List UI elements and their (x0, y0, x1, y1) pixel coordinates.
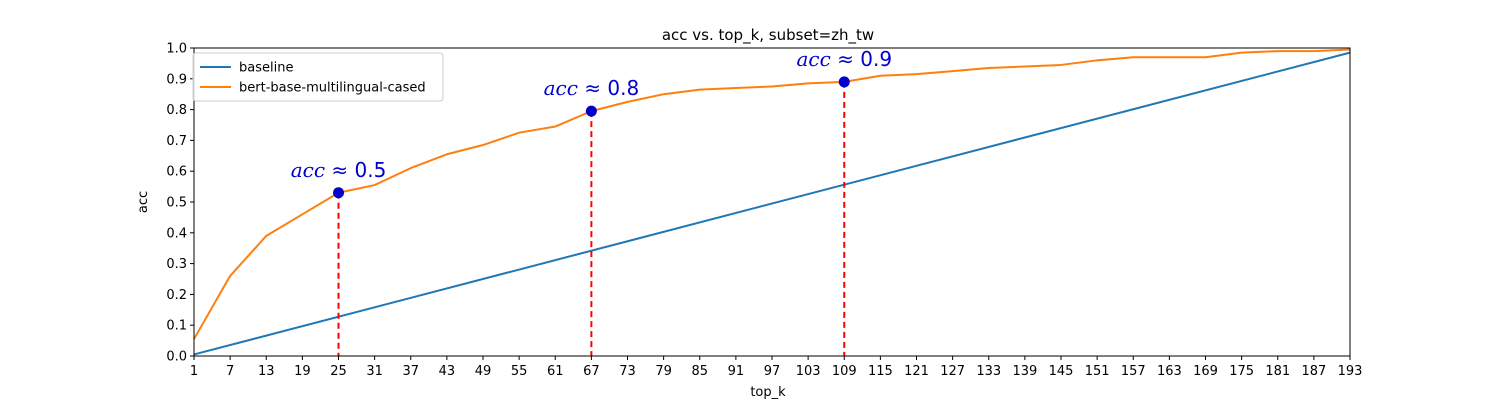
x-tick-label: 91 (728, 364, 745, 379)
x-tick-label: 133 (976, 364, 1001, 379)
y-tick-label: 0.0 (166, 350, 187, 365)
x-tick-label: 163 (1157, 364, 1182, 379)
x-tick-label: 151 (1085, 364, 1110, 379)
x-tick-label: 31 (366, 364, 383, 379)
x-tick-label: 37 (402, 364, 419, 379)
x-tick-label: 25 (330, 364, 347, 379)
y-tick-label: 0.6 (166, 165, 187, 180)
x-tick-label: 97 (764, 364, 781, 379)
annotation-variable: acc (796, 47, 830, 71)
x-tick-label: 79 (655, 364, 672, 379)
x-tick-label: 73 (619, 364, 636, 379)
annotation-value: 0.9 (860, 47, 892, 71)
x-tick-label: 7 (226, 364, 234, 379)
x-tick-label: 127 (940, 364, 965, 379)
y-tick-label: 0.2 (166, 288, 187, 303)
y-tick-label: 1.0 (166, 42, 187, 57)
legend-label: baseline (239, 61, 293, 76)
x-tick-label: 13 (258, 364, 275, 379)
x-tick-label: 61 (547, 364, 564, 379)
y-axis-title: acc (136, 191, 151, 213)
x-tick-label: 85 (691, 364, 708, 379)
x-tick-label: 19 (294, 364, 311, 379)
annotation-operator: ≈ (578, 76, 607, 100)
x-tick-label: 43 (439, 364, 456, 379)
annotation-value: 0.8 (607, 76, 639, 100)
plot-frame (193, 47, 1351, 357)
y-tick-label: 0.1 (166, 319, 187, 334)
data-point-marker (333, 187, 344, 199)
point-annotation: acc ≈ 0.8 (544, 76, 640, 100)
series-line-baseline (193, 51, 1351, 356)
x-tick-label: 121 (904, 364, 929, 379)
x-tick-label: 169 (1193, 364, 1218, 379)
x-tick-label: 49 (475, 364, 492, 379)
annotation-variable: acc (291, 158, 325, 182)
x-tick-label: 187 (1301, 364, 1326, 379)
x-tick-label: 55 (511, 364, 528, 379)
y-tick-label: 0.7 (166, 134, 187, 149)
x-tick-label: 157 (1121, 364, 1146, 379)
x-tick-label: 103 (796, 364, 821, 379)
x-tick-label: 145 (1049, 364, 1074, 379)
x-tick-label: 1 (190, 364, 198, 379)
y-tick-label: 0.8 (166, 103, 187, 118)
chart-title: acc vs. top_k, subset=zh_tw (662, 26, 874, 45)
point-annotation: acc ≈ 0.9 (796, 47, 892, 71)
x-tick-label: 109 (832, 364, 857, 379)
y-tick-label: 0.5 (166, 196, 187, 211)
x-tick-label: 139 (1012, 364, 1037, 379)
data-point-marker (838, 76, 850, 88)
y-tick-label: 0.4 (166, 226, 187, 241)
x-tick-label: 181 (1265, 364, 1290, 379)
legend: baseline bert-base-multilingual-cased (192, 52, 444, 102)
data-point-marker (585, 105, 597, 117)
y-tick-label: 0.3 (166, 257, 187, 272)
y-tick-label: 0.9 (166, 72, 187, 87)
x-tick-label: 115 (868, 364, 893, 379)
x-tick-label: 175 (1229, 364, 1254, 379)
x-tick-label: 67 (583, 364, 600, 379)
plot-area: 1 7 13 19 25 31 37 43 49 55 61 67 73 79 85 91 97 103 109 11… (166, 42, 1362, 380)
series-line-bert-base-multilingual-cased (193, 48, 1351, 340)
x-tick-label: 193 (1338, 364, 1363, 379)
x-axis-title: top_k (750, 385, 786, 400)
point-annotation: acc ≈ 0.5 (291, 158, 387, 182)
legend-label: bert-base-multilingual-cased (239, 81, 426, 96)
annotation-operator: ≈ (831, 47, 860, 71)
annotation-operator: ≈ (325, 158, 354, 182)
legend-box (192, 52, 444, 102)
annotation-variable: acc (544, 76, 578, 100)
annotation-value: 0.5 (355, 158, 387, 182)
